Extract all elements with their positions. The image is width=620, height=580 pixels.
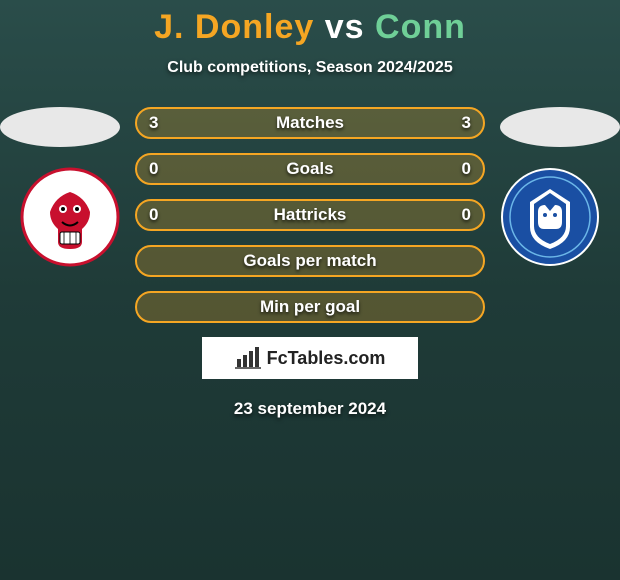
stat-value-right: 3 (462, 113, 471, 133)
bar-chart-icon (235, 347, 261, 369)
stat-row: 3 Matches 3 (135, 107, 485, 139)
stat-label: Goals per match (243, 251, 376, 271)
stat-label: Min per goal (260, 297, 360, 317)
stat-row: Goals per match (135, 245, 485, 277)
fctables-watermark: FcTables.com (202, 337, 418, 379)
stats-table: 3 Matches 3 0 Goals 0 0 Hattricks 0 Goals per mat… (135, 107, 485, 323)
comparison-date: 23 september 2024 (0, 399, 620, 419)
stat-label: Hattricks (274, 205, 347, 225)
stat-value-left: 0 (149, 205, 158, 225)
player1-photo-placeholder (0, 107, 120, 147)
stat-value-right: 0 (462, 205, 471, 225)
subtitle: Club competitions, Season 2024/2025 (0, 59, 620, 77)
stat-value-right: 0 (462, 159, 471, 179)
peterborough-united-crest-icon (500, 167, 600, 267)
comparison-title: J. Donley vs Conn (0, 0, 620, 47)
comparison-content: 3 Matches 3 0 Goals 0 0 Hattricks 0 Goals per mat… (0, 107, 620, 419)
club-badge-right (500, 167, 600, 267)
vs-text: vs (325, 8, 365, 46)
club-badge-left (20, 167, 120, 267)
player1-name: J. Donley (154, 8, 314, 46)
watermark-text: FcTables.com (267, 348, 386, 369)
stat-value-left: 0 (149, 159, 158, 179)
stat-label: Matches (276, 113, 344, 133)
stat-row: 0 Hattricks 0 (135, 199, 485, 231)
stat-row: 0 Goals 0 (135, 153, 485, 185)
player2-photo-placeholder (500, 107, 620, 147)
stat-row: Min per goal (135, 291, 485, 323)
stat-label: Goals (286, 159, 333, 179)
stat-value-left: 3 (149, 113, 158, 133)
player2-name: Conn (375, 8, 466, 46)
leyton-orient-crest-icon (20, 167, 120, 267)
